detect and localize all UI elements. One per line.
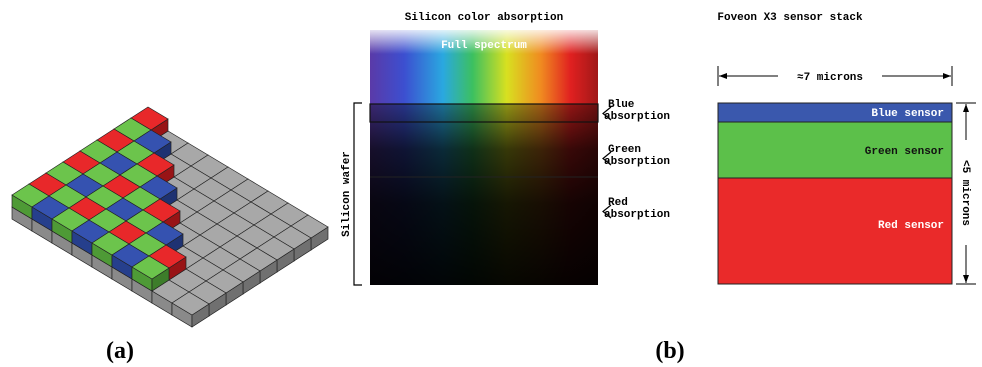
- layer-label: Green sensor: [865, 146, 944, 158]
- band-label: Red: [608, 197, 628, 209]
- layer-label: Blue sensor: [871, 108, 944, 120]
- band-label: absorption: [604, 156, 670, 168]
- bayer-mosaic: [12, 107, 328, 327]
- wafer-label: Silicon wafer: [341, 151, 353, 237]
- figure: Full spectrum Silicon color absorption S…: [0, 0, 982, 367]
- layer-label: Red sensor: [878, 220, 944, 232]
- page: {"panel_a": {"caption": "(a)"}, "panel_b…: [0, 0, 982, 367]
- width-label: ≈7 microns: [797, 72, 863, 84]
- caption-b: (b): [655, 338, 684, 364]
- spectrum-label: Full spectrum: [441, 40, 527, 52]
- width-dimension: ≈7 microns: [718, 66, 952, 86]
- sensor-stack: Blue sensor Green sensor Red sensor: [718, 103, 952, 284]
- band-label: Blue: [608, 99, 635, 111]
- absorption-title: Silicon color absorption: [405, 12, 563, 24]
- stack-title: Foveon X3 sensor stack: [717, 12, 863, 24]
- wafer-bracket: [354, 103, 362, 285]
- height-label: <5 microns: [959, 160, 971, 226]
- band-label: absorption: [604, 111, 670, 123]
- absorption-image: Full spectrum: [370, 30, 598, 285]
- band-label: Green: [608, 144, 641, 156]
- band-label: absorption: [604, 209, 670, 221]
- caption-a: (a): [106, 338, 134, 364]
- band-labels: BlueabsorptionGreenabsorptionRedabsorpti…: [603, 99, 670, 221]
- height-dimension: <5 microns: [956, 103, 976, 284]
- silicon-dark: [370, 104, 598, 285]
